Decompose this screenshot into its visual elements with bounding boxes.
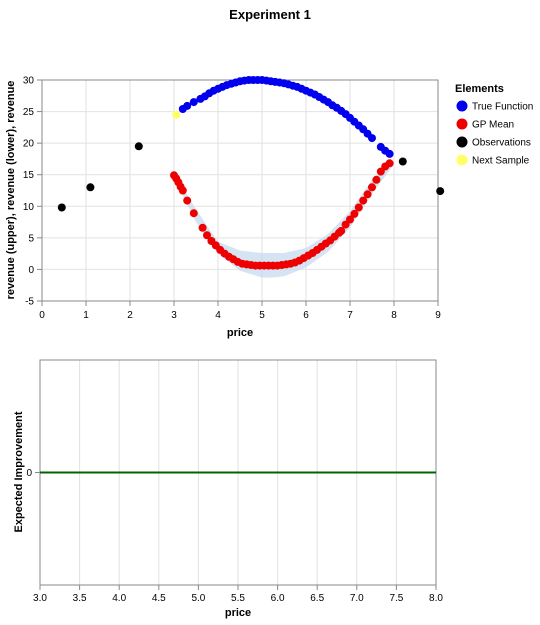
- chart2-y-ticks: 0: [26, 468, 40, 479]
- x-tick-label: 3.0: [33, 593, 47, 604]
- y-tick-label: 5: [28, 233, 34, 244]
- legend-label-observations: Observations: [472, 138, 531, 149]
- x-tick-label: 1: [83, 310, 89, 321]
- y-tick-label: 25: [23, 107, 35, 118]
- x-tick-label: 6.5: [310, 593, 324, 604]
- x-tick-label: 4.5: [152, 593, 166, 604]
- x-tick-label: 7: [347, 310, 353, 321]
- x-tick-label: 3: [171, 310, 177, 321]
- point-true-function: [189, 98, 198, 107]
- point-gp-mean: [346, 215, 354, 224]
- point-true-function: [385, 149, 394, 158]
- legend-title: Elements: [455, 83, 504, 95]
- point-observations: [134, 142, 143, 151]
- x-tick-label: 7.5: [389, 593, 403, 604]
- point-gp-mean: [385, 159, 394, 168]
- legend: Elements True Function GP Mean Observation…: [455, 83, 533, 167]
- x-tick-label: 4: [215, 310, 221, 321]
- point-gp-mean: [368, 183, 376, 192]
- point-observations: [86, 183, 95, 192]
- x-tick-label: 5.5: [231, 593, 245, 604]
- legend-swatch-gp-mean: [456, 118, 468, 130]
- y-tick-label: 30: [23, 76, 35, 87]
- y-tick-label: -5: [25, 297, 34, 308]
- chart1-y-ticks: -5 0 5 10 15 20 25 30: [23, 76, 42, 308]
- point-gp-mean: [198, 223, 207, 232]
- y-tick-label: 0: [28, 265, 34, 276]
- x-tick-label: 8: [391, 310, 397, 321]
- point-observations: [57, 203, 66, 212]
- revenue-chart: 0 1 2 3 4 5 6 7 8 9 -5 0 5 10 15 20 25 30 price revenue …: [5, 76, 533, 340]
- x-tick-label: 4.0: [112, 593, 126, 604]
- legend-label-true-function: True Function: [472, 102, 533, 113]
- expected-improvement-chart: 3.0 3.5 4.0 4.5 5.0 5.5 6.0 6.5 7.0 7.5 8.0 0 pric…: [13, 359, 443, 619]
- point-gp-mean: [183, 196, 192, 205]
- point-gp-mean: [372, 175, 381, 184]
- point-true-function: [183, 101, 192, 110]
- x-tick-label: 5.0: [191, 593, 205, 604]
- chart2-x-axis-label: price: [225, 607, 251, 619]
- x-tick-label: 6.0: [271, 593, 285, 604]
- point-gp-mean: [359, 196, 368, 205]
- y-tick-label: 10: [23, 202, 35, 213]
- legend-swatch-next-sample: [456, 154, 468, 166]
- point-gp-mean: [337, 226, 346, 235]
- chart1-x-ticks: 0 1 2 3 4 5 6 7 8 9: [39, 301, 441, 321]
- point-gp-mean: [203, 231, 211, 240]
- legend-label-next-sample: Next Sample: [472, 156, 530, 167]
- chart1-y-axis-label: revenue (upper), revenue (lower), revenu…: [5, 81, 17, 300]
- point-true-function: [368, 134, 376, 143]
- point-gp-mean: [178, 186, 187, 195]
- x-tick-label: 9: [435, 310, 441, 321]
- x-tick-label: 5: [259, 310, 265, 321]
- point-observations: [436, 187, 445, 196]
- x-tick-label: 3.5: [73, 593, 87, 604]
- y-tick-label: 20: [23, 139, 35, 150]
- chart2-x-ticks: 3.0 3.5 4.0 4.5 5.0 5.5 6.0 6.5 7.0 7.5 8.0: [33, 585, 443, 604]
- chart2-y-axis-label: Expected Improvement: [13, 411, 25, 532]
- y-tick-label: 15: [23, 170, 35, 181]
- legend-swatch-true-function: [456, 100, 468, 112]
- point-gp-mean: [363, 190, 372, 199]
- point-next-sample: [172, 110, 181, 119]
- point-gp-mean: [350, 209, 359, 218]
- gp-confidence-band: [174, 160, 394, 278]
- x-tick-label: 6: [303, 310, 309, 321]
- x-tick-label: 2: [127, 310, 133, 321]
- chart1-points: [57, 76, 445, 270]
- x-tick-label: 7.0: [350, 593, 364, 604]
- point-gp-mean: [189, 209, 198, 218]
- chart-title: Experiment 1: [229, 7, 311, 22]
- y-tick-label: 0: [26, 468, 32, 479]
- legend-label-gp-mean: GP Mean: [472, 120, 514, 131]
- chart1-x-axis-label: price: [227, 327, 253, 339]
- point-gp-mean: [354, 203, 363, 212]
- point-observations: [398, 157, 407, 166]
- legend-swatch-observations: [456, 136, 468, 148]
- x-tick-label: 0: [39, 310, 45, 321]
- x-tick-label: 8.0: [429, 593, 443, 604]
